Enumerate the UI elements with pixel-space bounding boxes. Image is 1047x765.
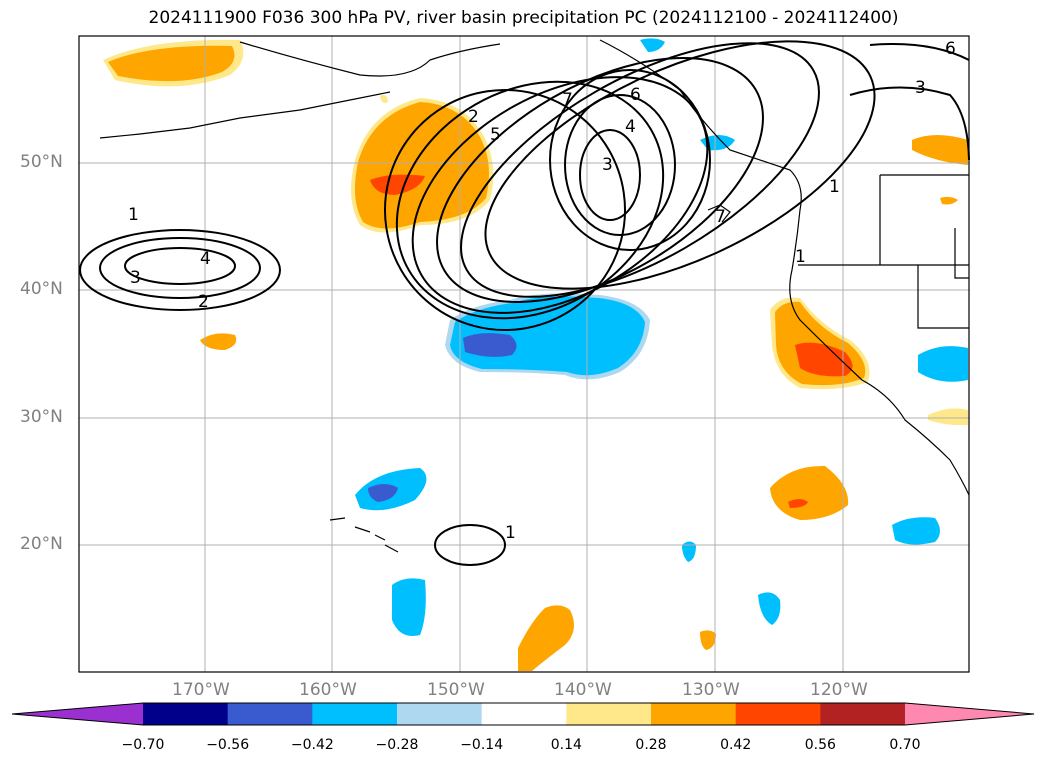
colorbar-segment xyxy=(312,703,398,725)
colorbar-segment xyxy=(397,703,483,725)
colorbar-outline xyxy=(11,702,1035,726)
contour-label: 7 xyxy=(715,207,726,227)
contour-label: 3 xyxy=(915,78,926,98)
lon-label: 170°W xyxy=(172,680,230,700)
map-frame xyxy=(78,35,970,673)
contour-label: 1 xyxy=(829,177,840,197)
colorbar-segment xyxy=(735,703,821,725)
colorbar-segment xyxy=(651,703,737,725)
contour-label: 6 xyxy=(945,39,956,59)
colorbar-tick-label: −0.14 xyxy=(460,737,504,753)
contour-labels: 1 2 3 4 5 6 7 3 6 4 3 1 1 2 1 7 xyxy=(128,39,956,543)
colorbar-segment xyxy=(227,703,313,725)
colorbar-tick-label: −0.56 xyxy=(206,737,250,753)
lon-label: 130°W xyxy=(682,680,740,700)
colorbar-tick-label: 0.42 xyxy=(720,737,752,753)
colorbar-extend-low xyxy=(12,703,143,725)
map-title: 2024111900 F036 300 hPa PV, river basin … xyxy=(148,8,899,28)
colorbar-segment xyxy=(481,703,567,725)
lon-label: 160°W xyxy=(299,680,357,700)
contour-label: 4 xyxy=(200,249,211,269)
colorbar-segment xyxy=(820,703,906,725)
contour-label: 2 xyxy=(198,292,209,312)
colorbar-tick-label: 0.28 xyxy=(635,737,667,753)
lat-label: 30°N xyxy=(20,407,63,427)
lat-label: 20°N xyxy=(20,534,63,554)
contour-label: 1 xyxy=(505,523,516,543)
contour-label: 4 xyxy=(625,117,636,137)
lon-label: 140°W xyxy=(554,680,612,700)
precipitation-shading xyxy=(103,38,968,671)
colorbar-tick-label: −0.28 xyxy=(375,737,419,753)
colorbar-segment xyxy=(566,703,652,725)
contour-label: 5 xyxy=(490,125,501,145)
gridlines xyxy=(79,36,969,672)
contour-label: 3 xyxy=(602,155,613,175)
colorbar-tick-label: −0.42 xyxy=(290,737,334,753)
lat-label: 40°N xyxy=(20,279,63,299)
colorbar-tick-label: 0.70 xyxy=(889,737,921,753)
lat-label: 50°N xyxy=(20,152,63,172)
colorbar-tick-label: 0.56 xyxy=(804,737,836,753)
contour-label: 3 xyxy=(130,268,141,288)
contour-label: 6 xyxy=(630,85,641,105)
lon-label: 150°W xyxy=(427,680,485,700)
lon-label: 120°W xyxy=(810,680,868,700)
pv-contours xyxy=(79,40,970,566)
colorbar-tick-label: 0.14 xyxy=(550,737,582,753)
contour-label: 1 xyxy=(795,247,806,267)
colorbar-segment xyxy=(143,703,229,725)
contour-label: 7 xyxy=(562,90,573,110)
colorbar-tick-label: −0.70 xyxy=(121,737,165,753)
contour-label: 2 xyxy=(468,107,479,127)
colorbar xyxy=(11,702,1035,726)
colorbar-extend-high xyxy=(905,703,1034,725)
contour-label: 1 xyxy=(128,205,139,225)
